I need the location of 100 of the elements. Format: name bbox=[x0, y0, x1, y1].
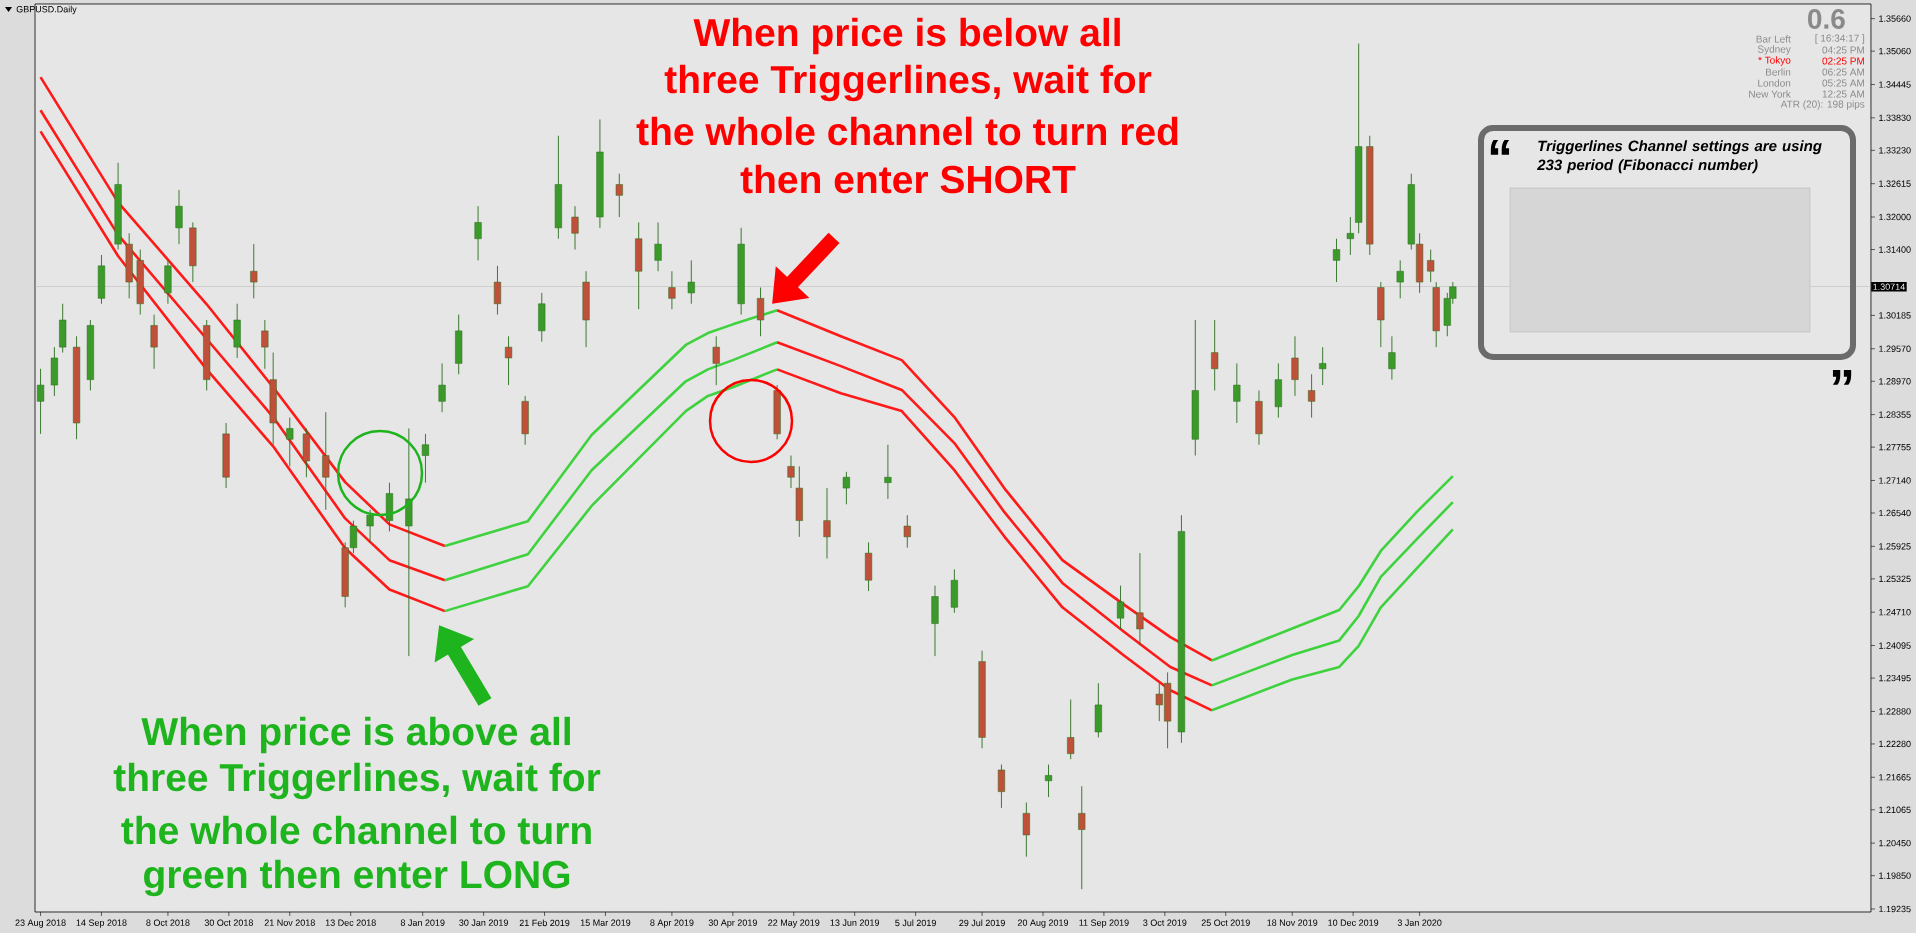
annotation: London bbox=[1758, 79, 1791, 87]
candlestick bbox=[150, 314, 158, 370]
candlestick bbox=[903, 514, 911, 549]
candlestick bbox=[1319, 346, 1327, 386]
candlestick bbox=[1388, 335, 1396, 381]
y-tick-label: 1.19235 bbox=[1879, 905, 1911, 913]
candlestick bbox=[884, 444, 892, 500]
candlestick bbox=[1332, 238, 1341, 283]
candlestick bbox=[1291, 335, 1299, 397]
x-tick-label: 23 Aug 2018 bbox=[15, 919, 66, 928]
x-tick-label: 13 Dec 2018 bbox=[325, 919, 376, 926]
annotation: Triggerlines Channel settings are using 233 period (Fibonacci number) bbox=[1536, 140, 1822, 174]
y-tick-label: 1.35660 bbox=[1879, 15, 1911, 22]
annotation: New York bbox=[1749, 90, 1791, 98]
candlestick bbox=[421, 433, 430, 484]
candlestick bbox=[842, 471, 850, 505]
y-tick-label: 1.25925 bbox=[1879, 543, 1911, 550]
y-tick-label: 1.29570 bbox=[1879, 345, 1911, 352]
x-tick-label: 20 Aug 2019 bbox=[1017, 919, 1069, 928]
y-tick-label: 1.31400 bbox=[1879, 246, 1911, 253]
annotation: the whole channel to turn red bbox=[636, 116, 1178, 146]
candlestick bbox=[1116, 585, 1125, 630]
candlestick bbox=[1346, 216, 1354, 256]
candlestick bbox=[1308, 373, 1316, 419]
x-tick-label: 14 Sep 2018 bbox=[76, 919, 127, 928]
annotation: Sydney bbox=[1757, 45, 1791, 55]
x-tick-label: 29 Jul 2019 bbox=[959, 919, 1005, 927]
candlestick bbox=[997, 764, 1006, 809]
candlestick bbox=[1233, 362, 1241, 424]
candlestick bbox=[1136, 552, 1144, 646]
candlestick bbox=[787, 455, 795, 489]
annotation: green then enter LONG bbox=[144, 859, 570, 897]
candlestick bbox=[615, 173, 623, 218]
candlestick bbox=[286, 417, 294, 467]
x-tick-label: 30 Apr 2019 bbox=[708, 919, 757, 928]
y-tick-label: 1.33830 bbox=[1879, 114, 1911, 122]
annotation: three Triggerlines, wait for bbox=[664, 64, 1152, 102]
annotation: [ 16:34:17 ] bbox=[1815, 34, 1865, 44]
x-tick-label: 11 Sep 2019 bbox=[1079, 919, 1129, 928]
line-series bbox=[443, 368, 779, 613]
y-tick-label: 1.32000 bbox=[1879, 213, 1911, 221]
annotation: “ bbox=[1490, 140, 1510, 155]
y-tick-label: 1.25325 bbox=[1879, 575, 1911, 583]
line-series bbox=[443, 308, 779, 548]
line-series bbox=[775, 308, 1214, 662]
annotation: 05:25 AM bbox=[1822, 79, 1864, 87]
candlestick bbox=[1022, 802, 1030, 858]
x-tick-label: 5 Jul 2019 bbox=[895, 919, 936, 927]
y-tick-label: 1.26540 bbox=[1879, 509, 1911, 517]
y-tick-label: 1.28970 bbox=[1879, 378, 1911, 385]
y-tick-label: 1.32615 bbox=[1879, 180, 1911, 187]
candlestick bbox=[438, 362, 446, 413]
x-tick-label: 13 Jun 2019 bbox=[830, 919, 880, 926]
y-tick-label: 1.28355 bbox=[1879, 411, 1911, 418]
y-tick-label: 1.27755 bbox=[1879, 443, 1911, 451]
annotation: Berlin bbox=[1766, 68, 1791, 76]
x-tick-label: 22 May 2019 bbox=[768, 919, 820, 928]
y-tick-label: 1.19850 bbox=[1879, 872, 1911, 879]
y-tick-label: 1.27140 bbox=[1879, 477, 1911, 484]
candlestick bbox=[322, 411, 330, 511]
chart-title: GBPUSD.Daily bbox=[16, 5, 77, 15]
x-tick-label: 21 Nov 2018 bbox=[264, 919, 315, 926]
candlestick bbox=[175, 189, 183, 245]
line-series bbox=[1210, 527, 1455, 712]
annotation: 0.6 bbox=[1808, 9, 1845, 29]
ref-line-label: 1.30714 bbox=[1873, 283, 1905, 290]
line-series bbox=[443, 340, 779, 582]
candlestick bbox=[756, 287, 765, 337]
x-tick-label: 30 Jan 2019 bbox=[459, 919, 508, 926]
y-tick-label: 1.21665 bbox=[1879, 774, 1911, 781]
annotation: three Triggerlines, wait for bbox=[113, 762, 601, 800]
annotation: ” bbox=[1832, 370, 1852, 385]
candlestick bbox=[571, 205, 579, 250]
candlestick bbox=[1396, 259, 1404, 299]
x-tick-label: 8 Jan 2019 bbox=[400, 919, 445, 926]
line-series bbox=[1210, 474, 1455, 662]
x-tick-label: 25 Oct 2019 bbox=[1201, 919, 1250, 926]
y-tick-label: 1.33230 bbox=[1879, 147, 1911, 154]
y-tick-label: 1.24095 bbox=[1879, 642, 1911, 649]
candlestick bbox=[654, 222, 662, 272]
candlestick bbox=[823, 487, 831, 559]
annotation: ATR (20): 198 pips bbox=[1780, 100, 1865, 110]
annotation: * Tokyo bbox=[1758, 56, 1791, 66]
candlestick bbox=[1067, 699, 1075, 760]
candlestick bbox=[687, 259, 695, 305]
y-tick-label: 1.35060 bbox=[1879, 47, 1911, 55]
annotation: 02:25 PM bbox=[1822, 57, 1864, 65]
candlestick bbox=[1211, 319, 1219, 391]
candlestick bbox=[504, 335, 513, 386]
candlestick bbox=[712, 335, 720, 386]
y-tick-label: 1.23495 bbox=[1879, 674, 1911, 682]
annotation: When price is above all bbox=[141, 716, 570, 754]
annotation: 06:25 AM bbox=[1822, 68, 1864, 76]
y-tick-label: 1.22880 bbox=[1879, 708, 1911, 715]
x-tick-label: 8 Oct 2018 bbox=[146, 919, 190, 926]
annotation: 12:25 AM bbox=[1822, 90, 1864, 98]
candlestick bbox=[1078, 785, 1086, 890]
y-tick-label: 1.21065 bbox=[1879, 806, 1911, 813]
x-tick-label: 3 Oct 2019 bbox=[1143, 919, 1187, 926]
annotation: 04:25 PM bbox=[1822, 46, 1864, 54]
